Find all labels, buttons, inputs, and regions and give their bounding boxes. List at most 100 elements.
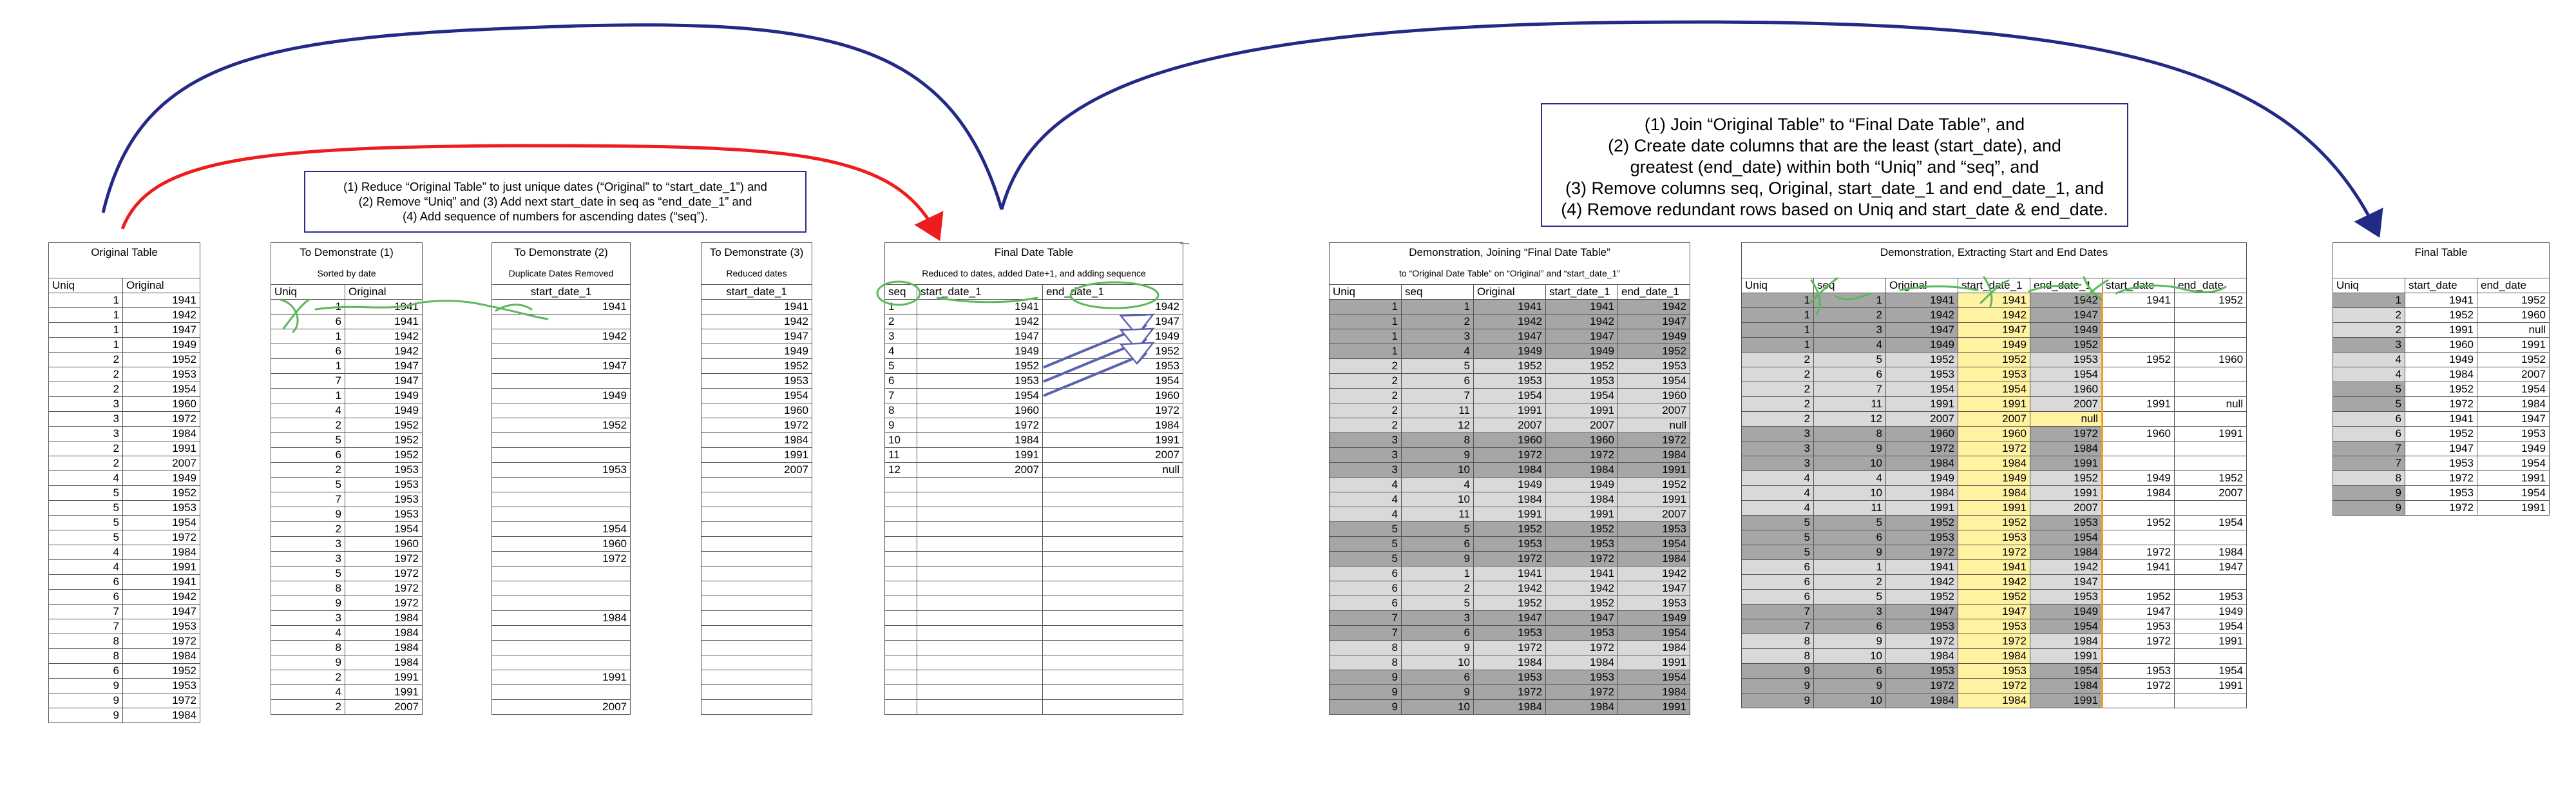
table-row: 5 9 1972 1972 1984 1972 1984 — [1741, 545, 2247, 560]
final-date-table: Final Date Table Reduced to dates, added … — [884, 242, 1183, 715]
table-cell: 1953 — [1617, 596, 1691, 611]
column-header: Original — [1473, 284, 1546, 300]
table-cell: 1947 — [2173, 559, 2247, 575]
table-cell: 1947 — [1958, 322, 2030, 338]
table-cell: 1972 — [1545, 684, 1618, 700]
table-cell — [884, 625, 917, 641]
table-cell: 1949 — [1545, 344, 1618, 359]
table-cell: 1942 — [122, 589, 201, 605]
table-cell — [917, 492, 1043, 507]
table-subtitle: Duplicate Dates Removed — [491, 262, 631, 285]
table-cell: 1954 — [1042, 373, 1183, 389]
table-row: 1952 — [701, 358, 812, 374]
table-row: 2 1991 null — [2333, 322, 2550, 338]
table-header-row: Uniq Original — [48, 278, 201, 293]
table-cell: 1953 — [1545, 625, 1618, 641]
table-row: 2 1952 — [48, 352, 201, 367]
table-row: 2 1991 — [271, 670, 423, 685]
table-row — [884, 551, 1183, 567]
table-cell: 1942 — [122, 307, 201, 323]
table-cell: 1954 — [1545, 388, 1618, 403]
table-cell: 1954 — [1473, 388, 1546, 403]
table-cell: 1941 — [345, 299, 423, 315]
table-cell: 1954 — [1617, 536, 1691, 552]
column-header: start_date — [2102, 278, 2175, 293]
table-row — [491, 581, 631, 596]
table-cell: 1954 — [1617, 373, 1691, 389]
table-row: 8 10 1984 1984 1991 — [1329, 655, 1691, 670]
table-cell: 1991 — [1617, 492, 1691, 507]
table-cell: 1984 — [1885, 485, 1958, 501]
table-cell: 3 — [1813, 322, 1886, 338]
table-row: 4 1949 1952 — [884, 344, 1183, 359]
table-cell: 2007 — [701, 462, 812, 478]
table-row: 1941 — [491, 299, 631, 315]
table-cell — [917, 521, 1043, 537]
table-cell: 1953 — [345, 492, 423, 507]
table-row: 4 4 1949 1949 1952 1949 1952 — [1741, 470, 2247, 486]
table-cell — [884, 610, 917, 626]
table-cell: 1972 — [122, 530, 201, 545]
table-row: 7 1953 — [271, 492, 423, 507]
table-cell: 1952 — [2102, 515, 2175, 530]
table-row: 9 1984 — [48, 708, 201, 723]
table-row: 5 1953 — [271, 477, 423, 492]
table-cell: 8 — [1741, 634, 1814, 649]
table-cell: 9 — [1329, 699, 1402, 715]
table-cell — [2173, 382, 2247, 397]
table-row: 7 3 1947 1947 1949 — [1329, 610, 1691, 626]
table-cell: 1972 — [2405, 470, 2477, 486]
table-row — [491, 655, 631, 670]
table-cell — [701, 566, 812, 581]
table-row: 7 1947 1949 — [2333, 441, 2550, 456]
table-cell — [884, 566, 917, 581]
table-cell: 2 — [271, 462, 345, 478]
table-cell: 1 — [1329, 299, 1402, 315]
table-cell: 1947 — [345, 373, 423, 389]
table-cell: 1991 — [2030, 648, 2103, 664]
column-header: start_date — [2405, 278, 2477, 293]
table-cell: 1991 — [122, 441, 201, 456]
table-cell: 9 — [2333, 485, 2405, 501]
table-row: 1991 — [491, 670, 631, 685]
table-cell: null — [2173, 396, 2247, 412]
table-cell: 1972 — [1885, 678, 1958, 693]
table-cell: 4 — [884, 344, 917, 359]
table-cell — [917, 655, 1043, 670]
table-title-row: Final Date Table — [884, 242, 1183, 262]
table-cell: 1949 — [1617, 610, 1691, 626]
table-cell: 1972 — [1473, 640, 1546, 655]
table-cell: 1941 — [122, 574, 201, 590]
column-header: seq — [884, 284, 917, 300]
table-row: 1960 — [701, 403, 812, 418]
table-cell: 1952 — [1617, 477, 1691, 492]
table-cell: 1952 — [1473, 596, 1546, 611]
table-cell: 1942 — [1885, 307, 1958, 323]
table-row — [884, 521, 1183, 537]
table-cell — [884, 640, 917, 655]
table-cell — [701, 521, 812, 537]
table-cell: 1960 — [917, 403, 1043, 418]
table-row — [491, 432, 631, 448]
table-cell: 5 — [271, 477, 345, 492]
table-row: 6 1942 — [48, 589, 201, 605]
table-cell: 1991 — [1617, 655, 1691, 670]
table-cell: 2007 — [1885, 411, 1958, 427]
table-cell: null — [1042, 462, 1183, 478]
table-cell: 1947 — [1617, 314, 1691, 329]
table-cell: 1972 — [345, 551, 423, 567]
table-cell: 8 — [48, 634, 123, 649]
table-cell — [917, 625, 1043, 641]
table-cell — [1042, 492, 1183, 507]
table-cell — [884, 507, 917, 522]
table-cell: 1952 — [345, 447, 423, 463]
column-header: Uniq — [48, 278, 123, 293]
table-cell — [917, 610, 1043, 626]
table-row: 4 1949 — [48, 470, 201, 486]
table-cell: 6 — [271, 344, 345, 359]
table-cell: 1 — [1741, 293, 1814, 308]
table-cell: 1972 — [2405, 396, 2477, 412]
table-cell: 1941 — [2102, 559, 2175, 575]
table-row: 5 5 1952 1952 1953 — [1329, 521, 1691, 537]
table-cell: 1972 — [1958, 634, 2030, 649]
